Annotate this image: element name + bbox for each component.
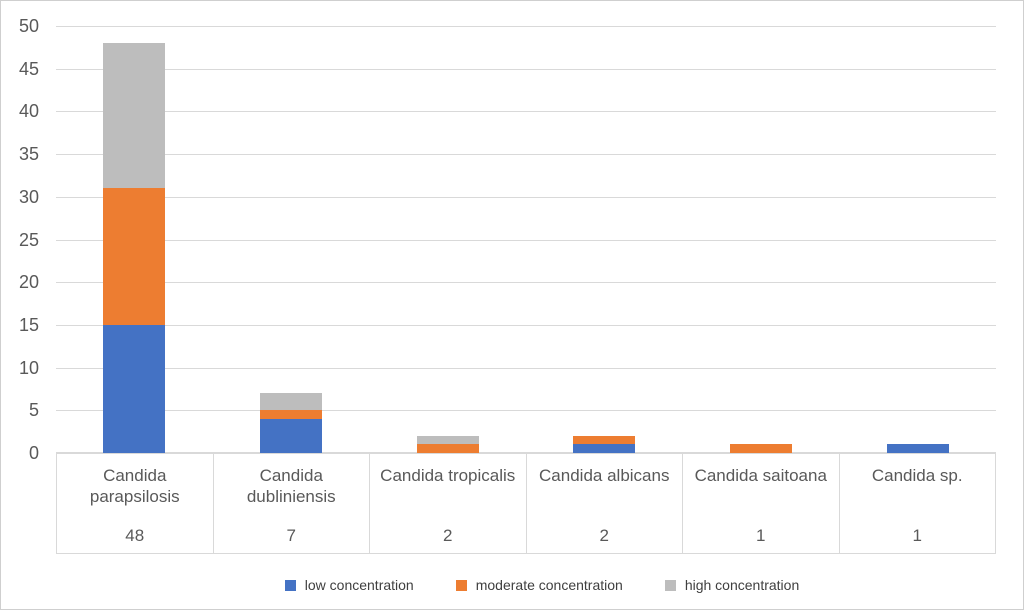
- bar-segment-low: [886, 444, 949, 453]
- bar-segment-high: [416, 435, 479, 445]
- gridline: [56, 26, 996, 27]
- bar-group: [573, 435, 636, 453]
- bar-segment-low: [260, 418, 322, 453]
- bar-segment-moderate: [416, 444, 479, 453]
- category-name: Candida parapsilosis: [89, 466, 180, 506]
- bar-group: [103, 43, 166, 453]
- y-axis-tick-label: 35: [18, 144, 39, 165]
- gridline: [56, 196, 996, 198]
- category-cell: Candida albicans 2: [527, 454, 683, 553]
- legend-swatch-moderate: [455, 579, 467, 591]
- bar-group: [260, 393, 322, 453]
- gridline: [56, 282, 996, 284]
- bar-segment-low: [573, 444, 636, 453]
- gridline: [56, 68, 996, 70]
- legend-label: high concentration: [684, 577, 800, 593]
- plot-area: [56, 26, 996, 453]
- category-cell: Candida parapsilosis 48: [57, 454, 214, 553]
- bar-segment-high: [103, 43, 166, 189]
- category-axis-table: Candida parapsilosis 48 Candida dubliniens…: [56, 453, 996, 554]
- category-cell: Candida tropicalis 2: [370, 454, 527, 553]
- bar-segment-moderate: [730, 444, 792, 453]
- gridline: [56, 367, 996, 369]
- category-total: 2: [443, 526, 453, 545]
- gridline: [56, 111, 996, 113]
- category-name: Candida sp.: [871, 466, 963, 485]
- bar-segment-low: [103, 324, 166, 453]
- y-axis-tick-label: 30: [18, 186, 39, 207]
- legend-item: moderate concentration: [455, 577, 623, 593]
- category-cell: Candida saitoana 1: [683, 454, 840, 553]
- legend-swatch-low: [284, 579, 296, 591]
- bar-group: [416, 435, 479, 453]
- gridline: [56, 239, 996, 241]
- bar-segment-high: [260, 393, 322, 411]
- legend-label: moderate concentration: [475, 577, 623, 593]
- y-axis-tick-label: 50: [18, 16, 39, 36]
- category-name: Candida dubliniensis: [246, 466, 336, 506]
- legend-label: low concentration: [304, 577, 414, 593]
- category-name: Candida tropicalis: [380, 466, 516, 485]
- bar-group: [886, 444, 949, 453]
- bar-group: [730, 444, 792, 453]
- category-name: Candida albicans: [539, 466, 670, 485]
- y-axis-tick-label: 5: [28, 400, 39, 421]
- gridline: [56, 324, 996, 326]
- y-axis: 0 5 10 15 20 25 30 35 40 45 50: [1, 16, 41, 463]
- gridline: [56, 154, 996, 156]
- y-axis-tick-label: 40: [18, 101, 39, 122]
- y-axis-tick-label: 20: [18, 272, 39, 293]
- y-axis-tick-label: 25: [18, 229, 39, 250]
- gridline: [56, 452, 996, 453]
- category-cell: Candida dubliniensis 7: [214, 454, 370, 553]
- category-total: 48: [125, 526, 145, 545]
- category-total: 2: [599, 526, 609, 545]
- category-total: 7: [286, 526, 296, 545]
- legend: low concentration moderate concentration h…: [1, 577, 1023, 593]
- legend-swatch-high: [664, 579, 676, 591]
- category-total: 1: [756, 526, 766, 545]
- y-axis-tick-label: 15: [18, 314, 39, 335]
- y-axis-tick-label: 10: [18, 357, 39, 378]
- gridline: [56, 410, 996, 412]
- category-name: Candida saitoana: [694, 466, 827, 485]
- category-cell: Candida sp. 1: [840, 454, 996, 553]
- legend-item: low concentration: [284, 577, 414, 593]
- category-total: 1: [912, 526, 922, 545]
- y-axis-tick-label: 45: [18, 58, 39, 79]
- y-axis-tick-label: 0: [28, 443, 39, 463]
- legend-item: high concentration: [664, 577, 800, 593]
- bar-segment-moderate: [260, 410, 322, 419]
- bar-segment-moderate: [573, 435, 636, 445]
- bar-segment-moderate: [103, 188, 166, 325]
